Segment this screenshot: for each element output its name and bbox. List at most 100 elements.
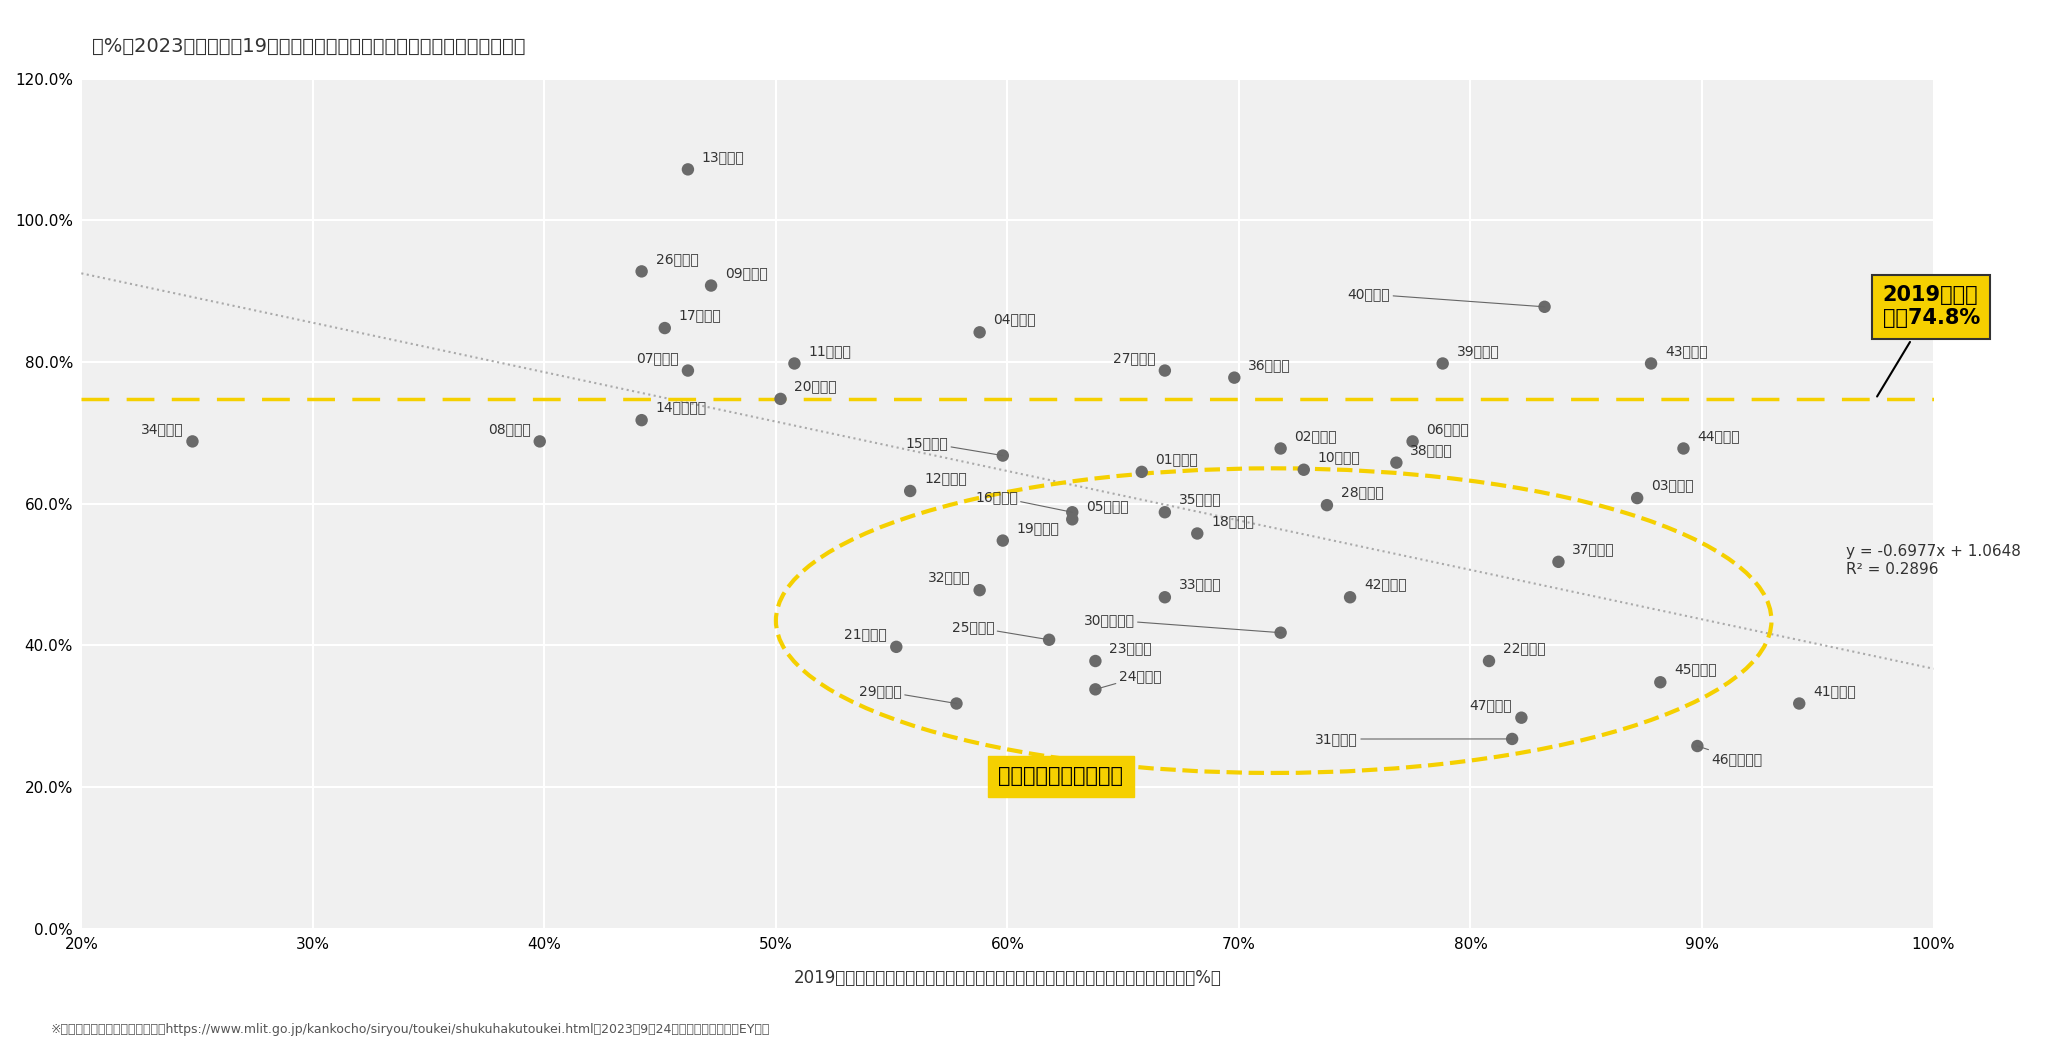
Point: [1380, 454, 1413, 471]
Text: 2019年比の
平均74.8%: 2019年比の 平均74.8%: [1878, 285, 1980, 397]
Text: 09栃木県: 09栃木県: [725, 265, 768, 280]
Text: 17石川県: 17石川県: [678, 308, 721, 322]
Point: [1473, 652, 1505, 669]
Point: [940, 695, 973, 712]
Point: [672, 160, 705, 177]
Point: [1681, 737, 1714, 754]
Text: 46鹿児島県: 46鹿児島県: [1698, 746, 1763, 766]
Point: [1542, 554, 1575, 571]
Text: 12千葉県: 12千葉県: [924, 471, 967, 486]
Text: 38愛媛県: 38愛媛県: [1411, 443, 1452, 457]
Point: [963, 324, 995, 341]
Text: 03岩手県: 03岩手県: [1651, 478, 1694, 492]
Text: 16富山県: 16富山県: [975, 490, 1073, 512]
Text: 21岐阜県: 21岐阜県: [844, 627, 887, 641]
Point: [1079, 681, 1112, 698]
X-axis label: 2019年上半期　都道府県ごとインバウンド観光客延べ宿泊者のうち東アジアの割合（%）: 2019年上半期 都道府県ごとインバウンド観光客延べ宿泊者のうち東アジアの割合（…: [793, 969, 1221, 987]
Text: 42長崎県: 42長崎県: [1364, 578, 1407, 592]
Text: 36徳島県: 36徳島県: [1247, 358, 1290, 372]
Point: [1784, 695, 1817, 712]
Text: y = -0.6977x + 1.0648
R² = 0.2896: y = -0.6977x + 1.0648 R² = 0.2896: [1845, 544, 2021, 577]
Text: 39高知県: 39高知県: [1456, 344, 1499, 358]
Point: [1397, 433, 1430, 450]
Text: 06山形県: 06山形県: [1427, 422, 1468, 435]
Text: 33岡山県: 33岡山県: [1180, 578, 1221, 592]
Point: [1620, 490, 1653, 507]
Point: [1149, 504, 1182, 520]
Text: 14神奈川県: 14神奈川県: [655, 401, 707, 414]
Text: 31鳥取県: 31鳥取県: [1315, 732, 1511, 746]
Text: 40福岡県: 40福岡県: [1348, 287, 1544, 306]
Point: [625, 263, 657, 280]
Point: [1149, 588, 1182, 605]
Point: [1057, 511, 1090, 528]
Point: [176, 433, 209, 450]
Text: 44大分県: 44大分県: [1698, 429, 1741, 443]
Text: 47沖縄県: 47沖縄県: [1470, 698, 1511, 712]
Text: 25滋賀県: 25滋賀県: [952, 620, 1049, 640]
Text: 23愛知県: 23愛知県: [1110, 641, 1151, 656]
Point: [987, 447, 1020, 464]
Text: 02青森県: 02青森県: [1294, 429, 1337, 443]
Text: 26京都府: 26京都府: [655, 252, 698, 265]
Point: [1264, 624, 1296, 641]
Point: [881, 639, 913, 656]
Point: [1149, 362, 1182, 379]
Text: 11埼玉県: 11埼玉県: [809, 344, 852, 358]
Text: 27大阪府: 27大阪府: [1112, 351, 1155, 365]
Point: [694, 277, 727, 294]
Text: 07福島県: 07福島県: [637, 351, 678, 365]
Text: 24三重県: 24三重県: [1096, 669, 1161, 689]
Text: 19山梨県: 19山梨県: [1016, 521, 1059, 535]
Point: [672, 362, 705, 379]
Point: [1057, 504, 1090, 520]
Point: [1079, 652, 1112, 669]
Text: 01北海道: 01北海道: [1155, 452, 1198, 466]
Point: [625, 412, 657, 429]
Text: 28兵庫県: 28兵庫県: [1341, 486, 1384, 499]
Point: [1645, 673, 1677, 690]
Point: [1288, 462, 1321, 478]
Point: [649, 320, 682, 337]
Text: ※　観光庁「宿泊旅行統計調査」https://www.mlit.go.jp/kankocho/siryou/toukei/shukuhakutoukei.htm: ※ 観光庁「宿泊旅行統計調査」https://www.mlit.go.jp/ka…: [51, 1024, 770, 1036]
Text: 10群馬県: 10群馬県: [1317, 450, 1360, 464]
Text: 04宮城県: 04宮城県: [993, 313, 1036, 326]
Text: 34広島県: 34広島県: [141, 422, 182, 435]
Point: [1495, 730, 1528, 747]
Text: 43熊本県: 43熊本県: [1665, 344, 1708, 358]
Text: 20長野県: 20長野県: [795, 380, 838, 393]
Point: [1528, 298, 1561, 315]
Point: [1264, 441, 1296, 457]
Point: [1505, 709, 1538, 726]
Point: [1032, 631, 1065, 648]
Point: [1667, 441, 1700, 457]
Text: 回復が遅い傾向にあり: 回復が遅い傾向にあり: [997, 767, 1122, 787]
Text: 05秋田県: 05秋田県: [1085, 499, 1128, 514]
Text: 45宮崎県: 45宮崎県: [1673, 663, 1716, 677]
Text: 29奈良県: 29奈良県: [860, 684, 956, 704]
Text: 13東京都: 13東京都: [702, 150, 745, 164]
Text: 30和歌山県: 30和歌山県: [1083, 613, 1280, 633]
Text: 18福井県: 18福井県: [1210, 514, 1253, 528]
Point: [893, 483, 926, 499]
Point: [1311, 497, 1343, 514]
Text: 15新潟県: 15新潟県: [905, 436, 1004, 455]
Text: 37香川県: 37香川県: [1573, 542, 1616, 556]
Text: 32島根県: 32島根県: [928, 571, 971, 584]
Text: 35山口県: 35山口県: [1180, 493, 1221, 507]
Point: [1333, 588, 1366, 605]
Point: [1219, 369, 1251, 386]
Point: [764, 390, 797, 407]
Point: [1124, 464, 1157, 480]
Point: [778, 356, 811, 372]
Point: [1182, 526, 1214, 542]
Point: [987, 532, 1020, 549]
Point: [963, 582, 995, 599]
Text: 08茨城県: 08茨城県: [487, 422, 530, 435]
Point: [524, 433, 557, 450]
Point: [1425, 356, 1458, 372]
Text: （%）2023年上半期　19年比のインバウンド観光客延べ宿泊者数回復状況: （%）2023年上半期 19年比のインバウンド観光客延べ宿泊者数回復状況: [92, 37, 526, 56]
Text: 41佐賀県: 41佐賀県: [1812, 684, 1855, 698]
Text: 22静岡県: 22静岡県: [1503, 641, 1546, 656]
Point: [1634, 356, 1667, 372]
